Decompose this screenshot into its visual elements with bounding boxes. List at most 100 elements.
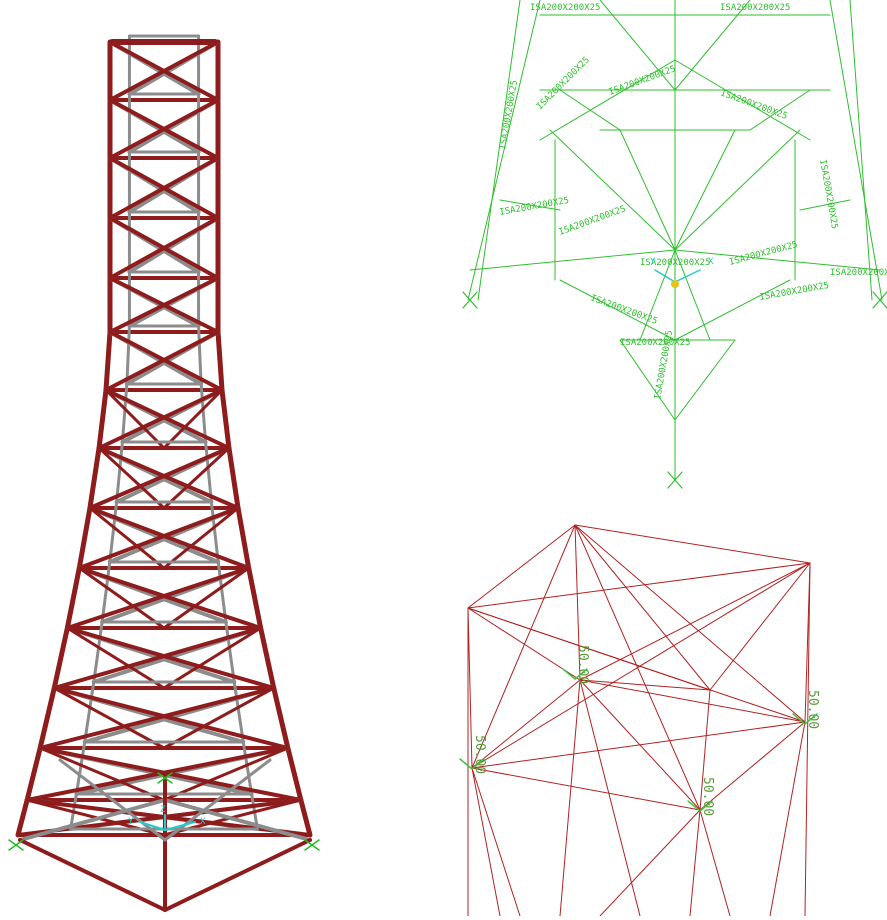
member: [579, 679, 641, 917]
origin: [671, 280, 679, 288]
axis-arrow: [674, 269, 701, 283]
member: [674, 339, 736, 421]
support: [8, 839, 24, 851]
member: [219, 387, 232, 451]
member: [619, 129, 676, 251]
member: [467, 607, 473, 769]
member: [674, 279, 791, 341]
member: [76, 505, 93, 571]
member: [77, 566, 166, 630]
member: [197, 324, 203, 386]
axis-label: X: [200, 817, 206, 827]
member: [15, 797, 30, 838]
member: [77, 506, 241, 570]
member: [579, 679, 806, 723]
member: [467, 607, 581, 681]
member: [204, 440, 213, 504]
member: [162, 686, 276, 750]
member: [115, 440, 124, 504]
member: [467, 524, 576, 609]
member: [539, 59, 676, 141]
load-label: 50.00: [805, 690, 820, 729]
member: [52, 686, 290, 750]
member: [87, 506, 251, 570]
member: [24, 745, 43, 803]
member: [769, 721, 806, 917]
load-arrow: [574, 668, 588, 680]
member: [74, 740, 87, 796]
member: [689, 809, 701, 917]
member: [162, 626, 263, 690]
tower-3d-view: Y Z X: [8, 34, 320, 912]
member: [298, 797, 313, 838]
member: [162, 506, 240, 570]
member: [199, 382, 208, 444]
member: [674, 129, 736, 251]
member: [559, 279, 676, 341]
member: [52, 686, 166, 750]
member: [104, 388, 166, 450]
member: [88, 506, 166, 570]
load-arrow: [562, 668, 576, 680]
member: [38, 686, 276, 750]
member: [209, 500, 220, 564]
member: [37, 685, 57, 751]
load-label: 50.00: [472, 735, 487, 774]
member: [599, 809, 701, 917]
member: [674, 249, 881, 271]
member: [52, 626, 263, 690]
member: [467, 0, 541, 301]
member: [216, 560, 228, 624]
member-label: ISA200X200X25: [640, 258, 710, 268]
member: [699, 809, 731, 917]
member: [258, 625, 277, 691]
member: [108, 156, 220, 220]
member: [246, 565, 264, 631]
member: [241, 740, 254, 796]
member: [100, 560, 112, 624]
member: [574, 524, 581, 681]
support: [157, 772, 173, 784]
member: [467, 607, 711, 691]
member: [232, 680, 245, 744]
member: [215, 329, 225, 393]
member: [224, 620, 236, 684]
member: [162, 446, 231, 510]
member: [471, 721, 806, 769]
member: [96, 387, 109, 451]
member: [108, 98, 220, 160]
member: [108, 40, 220, 102]
load-arrow: [687, 800, 701, 812]
axis-arrow: [654, 269, 676, 283]
member: [108, 500, 119, 564]
member: [120, 382, 129, 444]
member: [471, 767, 501, 917]
member: [77, 566, 263, 630]
member: [674, 129, 801, 251]
member: [829, 0, 883, 301]
member: [65, 626, 276, 690]
member: [64, 565, 82, 631]
member: [471, 767, 521, 917]
member: [285, 745, 304, 803]
member: [799, 199, 851, 211]
member: [599, 0, 676, 91]
support: [304, 839, 320, 851]
member: [18, 798, 167, 842]
member: [108, 276, 220, 334]
member: [18, 838, 167, 912]
member: [674, 249, 711, 341]
member: [87, 445, 102, 511]
member: [25, 746, 290, 802]
member: [579, 679, 711, 691]
member: [749, 89, 811, 131]
member: [163, 798, 312, 842]
member: [467, 562, 811, 609]
member: [226, 445, 241, 511]
member: [108, 216, 220, 280]
member: [125, 324, 131, 386]
member: [38, 746, 166, 802]
member: [574, 524, 811, 564]
member: [699, 721, 806, 811]
support: [667, 471, 683, 489]
